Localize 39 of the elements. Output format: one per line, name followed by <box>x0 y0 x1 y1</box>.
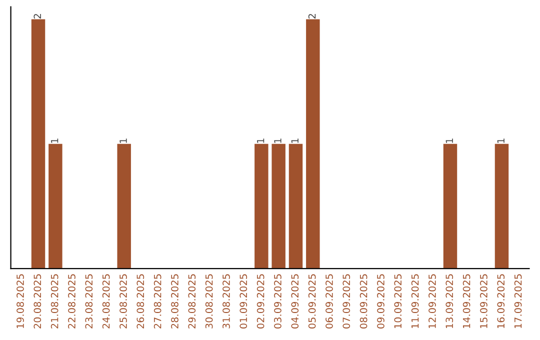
x-tick-label: 30.08.2025 <box>205 274 213 328</box>
x-tick-label: 09.09.2025 <box>377 274 384 328</box>
x-tick-label: 10.09.2025 <box>394 274 402 328</box>
x-tick-label: 07.09.2025 <box>342 274 350 328</box>
x-tick-label: 17.09.2025 <box>514 274 522 328</box>
x-tick-label: 08.09.2025 <box>360 274 368 328</box>
data-label: 1 <box>274 138 282 143</box>
x-tick-label: 03.09.2025 <box>274 274 282 328</box>
x-tick-label: 06.09.2025 <box>326 274 333 328</box>
x-tick-label: 20.08.2025 <box>34 274 42 328</box>
x-tick-label: 23.08.2025 <box>85 274 93 328</box>
x-tick-label: 28.08.2025 <box>171 274 178 328</box>
x-tick-label: 05.09.2025 <box>308 274 316 328</box>
x-tick-label: 14.09.2025 <box>462 274 470 328</box>
data-label: 1 <box>51 138 58 143</box>
x-tick-label: 11.09.2025 <box>411 274 419 328</box>
x-tick-label: 13.09.2025 <box>446 274 454 328</box>
x-tick-label: 12.09.2025 <box>428 274 436 328</box>
x-tick-label: 15.09.2025 <box>480 274 488 328</box>
data-label: 1 <box>446 138 453 143</box>
x-tick-label: 24.08.2025 <box>102 274 110 328</box>
x-tick-label: 27.08.2025 <box>154 274 162 328</box>
data-label: 2 <box>34 14 41 19</box>
x-tick-label: 29.08.2025 <box>188 274 196 328</box>
x-tick-label: 26.08.2025 <box>136 274 144 328</box>
x-tick-label: 02.09.2025 <box>256 274 264 328</box>
x-tick-label: 04.09.2025 <box>291 274 299 328</box>
data-label: 1 <box>291 138 298 143</box>
x-tick-label: 25.08.2025 <box>120 274 127 328</box>
data-label: 2 <box>308 14 316 19</box>
x-tick-label: 19.08.2025 <box>16 274 24 328</box>
x-tick-label: 01.09.2025 <box>240 274 248 328</box>
x-tick-label: 21.08.2025 <box>50 274 58 328</box>
data-label: 1 <box>257 138 264 143</box>
data-label: 1 <box>497 138 504 143</box>
x-tick-label: 22.08.2025 <box>68 274 76 328</box>
x-tick-label: 16.09.2025 <box>497 274 505 328</box>
data-label: 1 <box>120 138 127 143</box>
x-tick-label: 31.08.2025 <box>222 274 230 328</box>
